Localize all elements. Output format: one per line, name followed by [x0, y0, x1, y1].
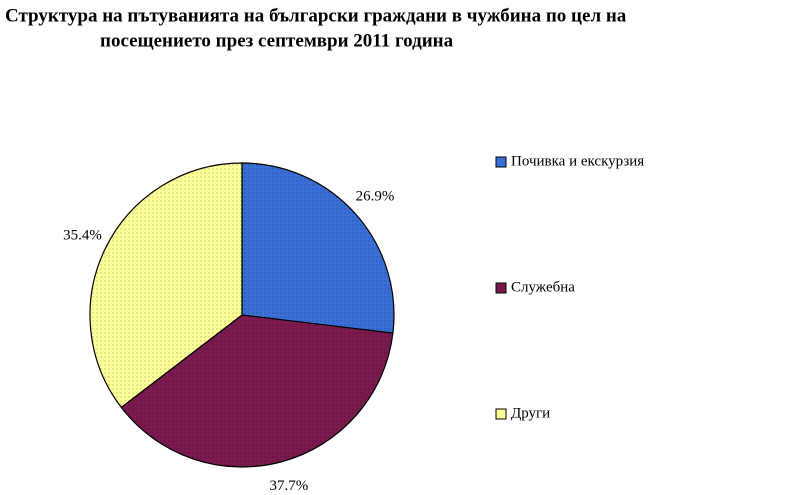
legend-label: Служебна: [511, 279, 575, 295]
data-label: 37.7%: [270, 478, 309, 494]
data-label: 35.4%: [63, 228, 102, 244]
chart-title: посещението през септември 2011 година: [100, 30, 454, 51]
legend-swatch: [495, 408, 507, 420]
slice-pattern: [242, 163, 394, 334]
slice-pattern: [121, 315, 393, 467]
slice-pattern: [90, 163, 242, 408]
legend-label: Други: [511, 405, 550, 421]
legend-swatch: [495, 282, 507, 294]
chart-title: Структура на пътуванията на български гр…: [5, 5, 627, 26]
legend-label: Почивка и екскурзия: [511, 153, 644, 169]
legend-swatch: [495, 156, 507, 168]
data-label: 26.9%: [356, 188, 395, 204]
